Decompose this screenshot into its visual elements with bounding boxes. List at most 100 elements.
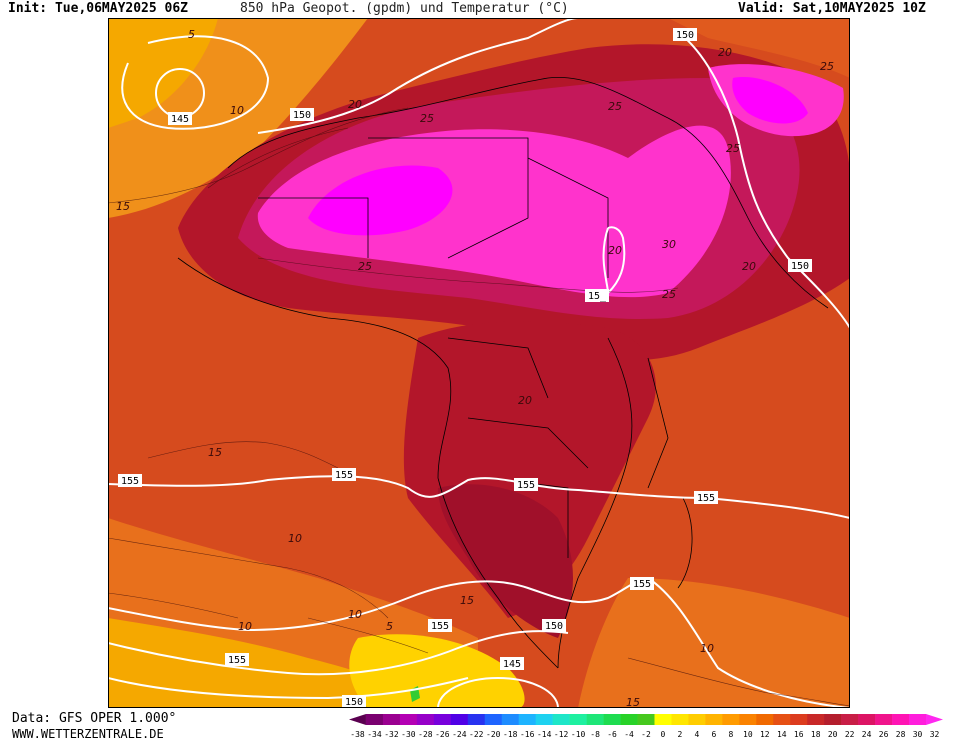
color-scale-swatch <box>484 714 503 725</box>
temperature-label: 10 <box>238 620 252 633</box>
color-scale-bar <box>349 714 943 725</box>
color-scale-swatch <box>892 714 910 725</box>
color-scale-label: -14 <box>537 730 552 739</box>
color-scale-label: -30 <box>401 730 416 739</box>
color-scale-swatch <box>433 714 452 725</box>
color-scale-swatch <box>688 714 706 725</box>
color-scale-swatch <box>501 714 520 725</box>
temperature-field-peak-3 <box>732 77 808 124</box>
temperature-label: 25 <box>726 142 740 155</box>
color-scale-swatch <box>790 714 808 725</box>
temperature-label: 10 <box>230 104 244 117</box>
color-scale-swatch <box>858 714 876 725</box>
country-borders <box>177 76 829 669</box>
color-scale-swatch <box>756 714 774 725</box>
color-scale-swatch <box>739 714 757 725</box>
temperature-label: 5 <box>188 28 195 41</box>
color-scale-swatch <box>926 714 943 725</box>
color-scale-label: -34 <box>367 730 382 739</box>
color-scale-swatch <box>467 714 486 725</box>
color-scale-swatch <box>637 714 655 725</box>
temperature-label: 20 <box>348 98 362 111</box>
temperature-label: 15 <box>626 696 640 708</box>
color-scale-label: 28 <box>896 730 906 739</box>
temperature-field-north-cool <box>108 18 218 128</box>
geopotential-label: 145 <box>503 659 521 670</box>
color-scale-label: 18 <box>811 730 821 739</box>
color-scale-swatch <box>841 714 859 725</box>
temperature-label: 25 <box>820 60 834 73</box>
website: WWW.WETTERZENTRALE.DE <box>12 727 164 741</box>
color-scale-label: -38 <box>350 730 365 739</box>
color-scale-label: -8 <box>590 730 600 739</box>
color-scale-label: 0 <box>661 730 666 739</box>
geopotential-label: 155 <box>121 476 139 487</box>
color-scale: -38 -34 -32 -30 -28 -26 -24 -22 -20 -18 -16 -14 -12-… <box>349 714 943 739</box>
color-scale-label: 24 <box>862 730 872 739</box>
color-scale-label: 14 <box>777 730 787 739</box>
geopotential-label: 150 <box>345 697 363 708</box>
geopotential-label: 155 <box>431 621 449 632</box>
temperature-field-extreme <box>257 125 731 298</box>
color-scale-swatch <box>518 714 536 725</box>
temperature-label: 15 <box>208 446 222 459</box>
temperature-label: 25 <box>420 112 434 125</box>
color-scale-swatch <box>416 714 435 725</box>
temperature-field-south-cool <box>349 634 525 708</box>
color-scale-swatch <box>773 714 791 725</box>
temperature-label: 20 <box>742 260 756 273</box>
geopotential-label: 150 <box>293 110 311 121</box>
color-scale-swatch <box>349 714 366 725</box>
color-scale-swatch <box>569 714 587 725</box>
color-scale-label: -26 <box>435 730 450 739</box>
color-scale-label: -2 <box>641 730 651 739</box>
temperature-label: 15 <box>460 594 474 607</box>
geopotential-labels: 145 150 150 150 15_ 155 155 155 155 155 … <box>118 28 812 708</box>
color-scale-label: -6 <box>607 730 617 739</box>
geopotential-label: 155 <box>697 493 715 504</box>
geopotential-label: 155 <box>228 655 246 666</box>
temperature-label: 10 <box>348 608 362 621</box>
color-scale-label: 16 <box>794 730 804 739</box>
color-scale-swatch <box>450 714 469 725</box>
color-scale-label: 12 <box>760 730 770 739</box>
temperature-field-ne <box>668 18 850 78</box>
temperature-field-peak-1 <box>308 165 453 236</box>
color-scale-label: 20 <box>828 730 838 739</box>
color-scale-labels: -38 -34 -32 -30 -28 -26 -24 -22 -20 -18 -16 -14 -12-… <box>350 730 939 739</box>
color-scale-label: -28 <box>418 730 433 739</box>
geopotential-label: 15_ <box>588 291 607 302</box>
color-scale-label: -16 <box>520 730 535 739</box>
color-scale-swatch <box>654 714 672 725</box>
color-scale-label: -24 <box>452 730 467 739</box>
color-scale-label: 4 <box>695 730 700 739</box>
temperature-field-se <box>578 578 850 708</box>
temperature-label: 5 <box>386 620 393 633</box>
data-source: Data: GFS OPER 1.000° <box>12 711 177 726</box>
color-scale-swatch <box>399 714 418 725</box>
color-scale-swatch <box>671 714 689 725</box>
temperature-label: 20 <box>518 394 532 407</box>
weather-map: 145 150 150 150 15_ 155 155 155 155 155 … <box>108 18 850 708</box>
geopotential-label: 155 <box>633 579 651 590</box>
geopotential-label: 145 <box>171 114 189 125</box>
temperature-label: 20 <box>718 46 732 59</box>
color-scale-label: -18 <box>503 730 518 739</box>
color-scale-swatch <box>603 714 621 725</box>
color-scale-label: 10 <box>743 730 753 739</box>
temperature-label: 20 <box>608 244 622 257</box>
color-scale-label: -32 <box>384 730 399 739</box>
geopotential-label: 150 <box>676 30 694 41</box>
color-scale-swatch <box>620 714 638 725</box>
color-scale-label: 6 <box>711 730 716 739</box>
color-scale-label: 26 <box>879 730 889 739</box>
temperature-label: 25 <box>358 260 372 273</box>
geopotential-label: 150 <box>545 621 563 632</box>
geopotential-label: 155 <box>335 470 353 481</box>
color-scale-swatch <box>824 714 842 725</box>
temperature-field-south-hot <box>438 484 573 638</box>
temperature-label: 25 <box>608 100 622 113</box>
temperature-label: 10 <box>288 532 302 545</box>
color-scale-swatch <box>365 714 384 725</box>
temperature-contours <box>108 107 850 707</box>
